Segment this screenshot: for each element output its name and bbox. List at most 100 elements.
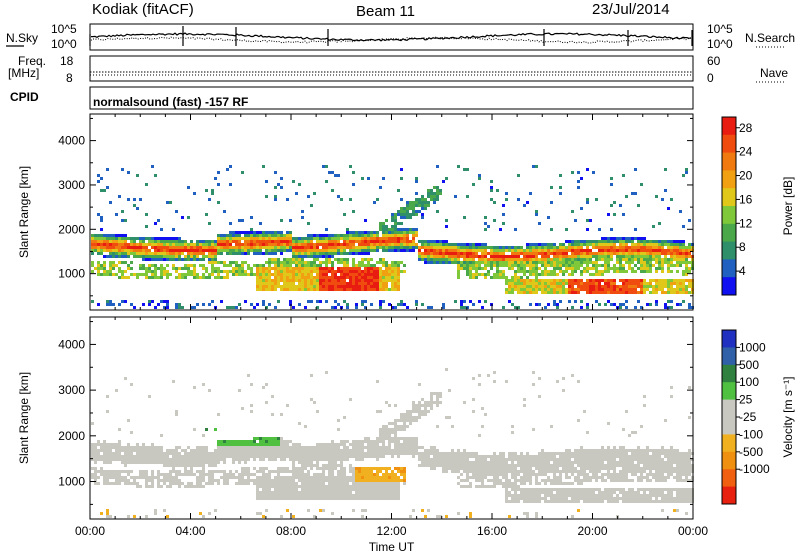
power-echo-cell xyxy=(229,237,232,240)
velocity-echo-cell xyxy=(442,470,445,473)
power-echo-cell xyxy=(100,237,103,240)
velocity-echo-cell xyxy=(286,497,289,500)
velocity-echo-cell xyxy=(139,455,142,458)
power-echo-cell xyxy=(517,279,520,282)
power-echo-cell xyxy=(349,231,352,234)
power-echo-cell xyxy=(490,276,493,279)
power-echo-cell xyxy=(280,237,283,240)
velocity-echo-cell xyxy=(217,482,220,485)
velocity-echo-cell xyxy=(163,482,166,485)
power-echo-cell xyxy=(109,243,112,246)
power-echo-cell xyxy=(205,213,208,216)
power-echo-cell xyxy=(112,264,115,267)
power-echo-cell xyxy=(400,300,403,303)
velocity-echo-cell xyxy=(385,449,388,452)
power-echo-cell xyxy=(670,288,673,291)
velocity-echo-cell xyxy=(382,467,385,470)
power-echo-cell xyxy=(301,276,304,279)
velocity-echo-cell xyxy=(175,461,178,464)
power-echo-cell xyxy=(331,264,334,267)
power-echo-cell xyxy=(427,306,430,309)
velocity-echo-cell xyxy=(292,470,295,473)
velocity-echo-cell xyxy=(382,446,385,449)
power-echo-cell xyxy=(544,264,547,267)
velocity-echo-cell xyxy=(310,476,313,479)
power-echo-cell xyxy=(247,234,250,237)
power-echo-cell xyxy=(535,246,538,249)
velocity-echo-cell xyxy=(121,479,124,482)
power-echo-cell xyxy=(676,282,679,285)
power-echo-cell xyxy=(421,240,424,243)
power-echo-cell xyxy=(217,252,220,255)
power-echo-cell xyxy=(490,186,493,189)
power-echo-cell xyxy=(364,237,367,240)
power-echo-cell xyxy=(313,267,316,270)
power-echo-cell xyxy=(640,291,643,294)
power-echo-cell xyxy=(388,234,391,237)
power-echo-cell xyxy=(652,279,655,282)
velocity-echo-cell xyxy=(268,446,271,449)
velocity-echo-cell xyxy=(292,455,295,458)
velocity-echo-cell xyxy=(340,473,343,476)
velocity-echo-cell xyxy=(94,443,97,446)
power-echo-cell xyxy=(685,273,688,276)
velocity-echo-cell xyxy=(436,401,439,404)
velocity-echo-cell xyxy=(256,485,259,488)
velocity-echo-cell xyxy=(283,443,286,446)
velocity-echo-cell xyxy=(289,494,292,497)
power-echo-cell xyxy=(613,264,616,267)
velocity-echo-cell xyxy=(343,494,346,497)
power-echo-cell xyxy=(217,270,220,273)
power-echo-cell xyxy=(664,303,667,306)
power-echo-cell xyxy=(625,282,628,285)
velocity-echo-cell xyxy=(274,455,277,458)
power-echo-cell xyxy=(211,243,214,246)
velocity-echo-cell xyxy=(448,458,451,461)
power-echo-cell xyxy=(286,267,289,270)
power-echo-cell xyxy=(628,282,631,285)
power-echo-cell xyxy=(484,228,487,231)
velocity-echo-cell xyxy=(316,452,319,455)
power-echo-cell xyxy=(322,270,325,273)
velocity-echo-cell xyxy=(340,470,343,473)
velocity-echo-cell xyxy=(406,416,409,419)
power-echo-cell xyxy=(97,252,100,255)
velocity-echo-cell xyxy=(280,515,283,518)
power-echo-cell xyxy=(175,246,178,249)
power-echo-cell xyxy=(193,264,196,267)
power-echo-cell xyxy=(319,282,322,285)
colorbar-label: Power [dB] xyxy=(781,177,795,236)
power-echo-cell xyxy=(130,240,133,243)
velocity-echo-cell xyxy=(298,422,301,425)
power-echo-cell xyxy=(187,270,190,273)
velocity-echo-cell xyxy=(172,482,175,485)
power-echo-cell xyxy=(271,288,274,291)
power-echo-cell xyxy=(271,267,274,270)
power-echo-cell xyxy=(523,264,526,267)
power-echo-cell xyxy=(547,282,550,285)
power-echo-cell xyxy=(424,255,427,258)
velocity-echo-cell xyxy=(277,440,280,443)
power-echo-cell xyxy=(547,255,550,258)
power-echo-cell xyxy=(274,195,277,198)
power-echo-cell xyxy=(265,285,268,288)
power-echo-cell xyxy=(277,237,280,240)
power-echo-cell xyxy=(391,240,394,243)
velocity-echo-cell xyxy=(358,491,361,494)
velocity-echo-cell xyxy=(310,464,313,467)
velocity-echo-cell xyxy=(469,467,472,470)
power-echo-cell xyxy=(658,267,661,270)
power-echo-cell xyxy=(190,270,193,273)
velocity-echo-cell xyxy=(343,491,346,494)
power-echo-cell xyxy=(478,177,481,180)
velocity-echo-cell xyxy=(313,464,316,467)
power-echo-cell xyxy=(442,240,445,243)
power-echo-cell xyxy=(265,246,268,249)
velocity-echo-cell xyxy=(409,440,412,443)
velocity-echo-cell xyxy=(103,479,106,482)
power-echo-cell xyxy=(187,246,190,249)
power-echo-cell xyxy=(472,252,475,255)
power-echo-cell xyxy=(556,273,559,276)
velocity-echo-cell xyxy=(361,470,364,473)
velocity-echo-cell xyxy=(310,455,313,458)
